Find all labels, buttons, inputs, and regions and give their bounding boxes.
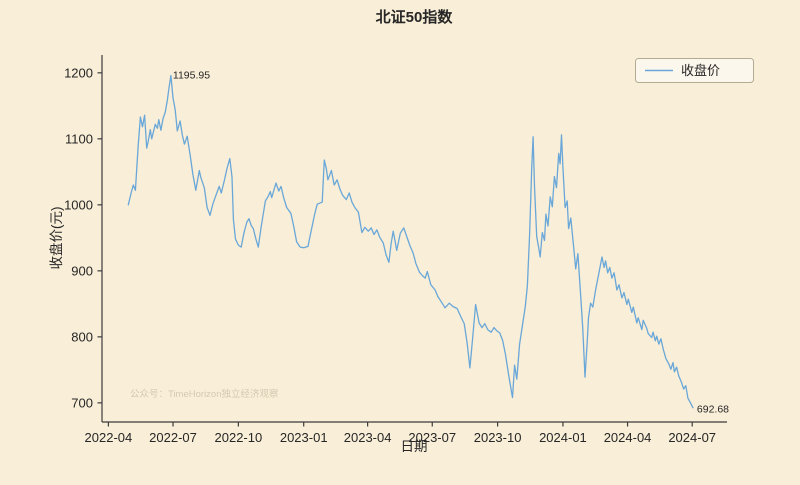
annotations-layer: 1195.95 692.68 xyxy=(173,70,729,416)
x-tick-label: 2022-07 xyxy=(149,430,197,445)
x-tick-label: 2024-01 xyxy=(539,430,587,445)
x-tick-label: 2022-10 xyxy=(215,430,263,445)
y-tick-label: 800 xyxy=(71,329,93,344)
series-layer xyxy=(127,74,694,409)
y-tick-label: 700 xyxy=(71,395,93,410)
legend: 收盘价 xyxy=(635,58,754,83)
y-tick-label: 1100 xyxy=(65,131,93,146)
x-tick-label: 2023-10 xyxy=(474,430,522,445)
x-axis-label: 日期 xyxy=(401,439,428,454)
x-tick-label: 2023-07 xyxy=(408,430,456,445)
x-tick-label: 2022-04 xyxy=(85,430,133,445)
x-tick-label: 2024-07 xyxy=(668,430,716,445)
peak-value-annotation: 1195.95 xyxy=(173,70,210,82)
close-price-line xyxy=(127,74,694,409)
legend-label: 收盘价 xyxy=(681,63,720,78)
x-tick-label: 2024-04 xyxy=(604,430,652,445)
y-axis-label: 收盘价(元) xyxy=(48,207,64,270)
axes-layer: 700 800 900 1000 1100 1200 2022-04 2022-07 2022-… xyxy=(64,55,727,445)
chart-title: 北证50指数 xyxy=(376,8,454,26)
x-tick-label: 2023-01 xyxy=(280,430,328,445)
y-tick-label: 1000 xyxy=(64,197,93,212)
y-tick-label: 900 xyxy=(71,263,93,278)
x-tick-label: 2023-04 xyxy=(344,430,392,445)
watermark-text: 公众号：TimeHorizon独立经济观察 xyxy=(130,388,279,400)
last-value-annotation: 692.68 xyxy=(697,404,729,416)
legend-box xyxy=(635,58,754,83)
y-tick-label: 1200 xyxy=(64,65,93,80)
